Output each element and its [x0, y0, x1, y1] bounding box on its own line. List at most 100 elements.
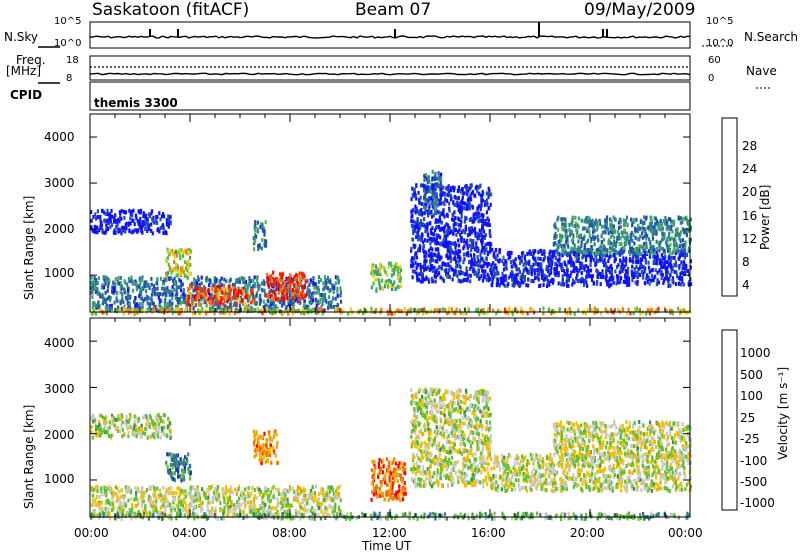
power-cell [178, 297, 181, 301]
power-cell [679, 311, 682, 316]
power-cell [658, 268, 661, 273]
power-cell [469, 253, 473, 258]
velocity-cell [124, 485, 127, 490]
velocity-cell [105, 493, 108, 498]
power-cell [585, 240, 588, 245]
power-cell [119, 215, 122, 220]
power-cell [486, 241, 489, 246]
power-cell [669, 310, 672, 315]
power-cell [159, 304, 162, 309]
power-cell [641, 220, 644, 225]
power-cell [533, 268, 536, 273]
power-cell [323, 292, 327, 297]
power-cell [446, 213, 449, 218]
power-cell [277, 282, 280, 287]
power-cell [648, 249, 651, 253]
power-cell [426, 198, 429, 203]
power-cell [624, 219, 627, 224]
power-cell [574, 266, 577, 270]
power-cell [492, 268, 496, 273]
power-cell [520, 251, 524, 256]
power-cell [664, 221, 667, 226]
power-cell [622, 307, 625, 312]
power-cell [113, 228, 116, 233]
power-cell [547, 266, 550, 271]
power-cell [651, 232, 654, 237]
power-cell [525, 283, 528, 288]
power-cell [393, 311, 396, 316]
power-cell [411, 269, 414, 274]
power-cell [189, 271, 192, 276]
power-cell [421, 264, 424, 269]
power-cell [197, 277, 200, 282]
power-cell [655, 250, 658, 255]
power-cell [146, 229, 149, 234]
power-cell [571, 223, 574, 228]
power-cell [623, 264, 626, 269]
power-cell [199, 303, 202, 307]
power-cell [120, 231, 123, 236]
power-cell [223, 277, 226, 282]
power-cell [294, 298, 297, 303]
power-cell [565, 263, 568, 268]
power-cell [415, 271, 418, 276]
power-cell [560, 238, 563, 243]
power-cell [615, 251, 618, 256]
power-cell [637, 229, 640, 234]
velocity-cell [334, 502, 337, 507]
power-cell [418, 244, 421, 249]
power-cell [123, 215, 126, 220]
power-cell [487, 218, 490, 223]
power-cell [106, 288, 109, 293]
velocity-cell [149, 499, 152, 504]
power-cell [568, 273, 571, 278]
power-cell [309, 278, 312, 283]
power-cell [158, 229, 161, 234]
power-cell [461, 271, 464, 276]
power-cell [323, 295, 327, 300]
power-cell [463, 257, 466, 262]
power-cell [419, 201, 422, 206]
power-cell [590, 223, 593, 228]
power-cell [592, 281, 595, 286]
power-cell [524, 260, 527, 264]
power-cell [446, 233, 449, 238]
power-cell [618, 217, 621, 222]
power-cell [413, 187, 416, 192]
power-cell [176, 273, 179, 278]
velocity-cell [280, 501, 283, 505]
power-cell [639, 260, 642, 265]
power-cell [571, 278, 575, 283]
power-cell [469, 195, 472, 200]
power-cell [551, 250, 554, 255]
power-cell [233, 289, 236, 294]
power-cell [584, 311, 588, 316]
power-cell [453, 202, 456, 207]
velocity-cell [154, 488, 157, 493]
power-cell [145, 289, 148, 294]
power-cell [120, 306, 123, 311]
power-cell [238, 304, 241, 309]
power-cell [179, 271, 182, 276]
power-cell [268, 273, 271, 278]
velocity-cell [243, 497, 247, 502]
power-cell [135, 228, 138, 233]
power-cell [421, 276, 424, 280]
power-cell [244, 306, 247, 311]
power-cell [265, 306, 268, 311]
power-cell [685, 233, 688, 238]
velocity-cell [262, 493, 265, 497]
power-cell [678, 254, 681, 259]
power-cell [287, 276, 291, 280]
power-cell [129, 212, 132, 217]
velocity-cell [181, 504, 184, 508]
power-cell [412, 237, 415, 242]
power-cell [285, 305, 288, 310]
velocity-cell [111, 507, 114, 512]
power-cell [374, 308, 378, 312]
power-cell [683, 250, 686, 255]
power-cell [687, 269, 690, 273]
power-cell [120, 284, 124, 289]
power-cell [430, 255, 434, 260]
